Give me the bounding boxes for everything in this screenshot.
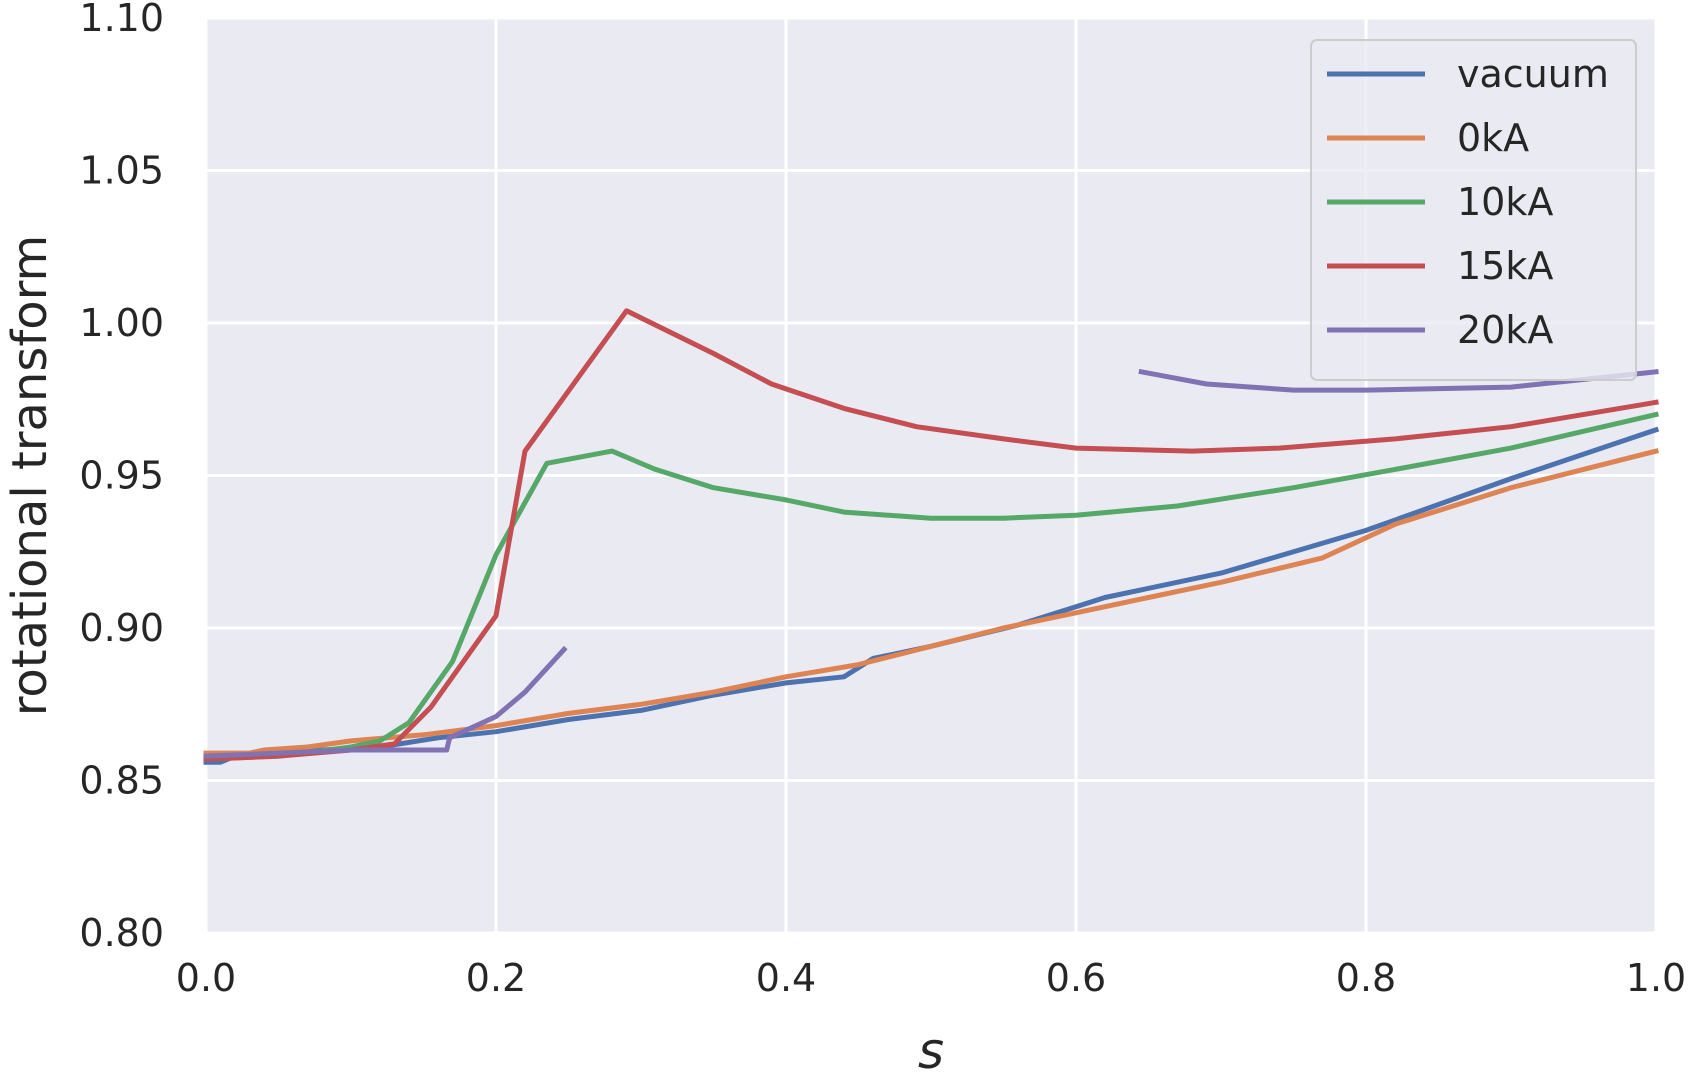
y-tick-label: 1.05 xyxy=(79,149,164,193)
x-tick-label: 0.0 xyxy=(176,956,236,1000)
series-15kA xyxy=(203,308,1659,762)
y-tick-label: 0.90 xyxy=(79,606,164,650)
y-tick-label: 0.95 xyxy=(79,454,164,498)
y-axis-ticks: 0.80 0.85 0.90 0.95 1.00 1.05 1.10 xyxy=(79,0,164,955)
y-axis-label: rotational transform xyxy=(2,235,58,717)
y-tick-label: 1.00 xyxy=(79,301,164,345)
x-axis-label: s xyxy=(918,1022,944,1078)
series-20kA xyxy=(203,368,1659,759)
series-line-20kA xyxy=(1138,368,1659,393)
series-line-0kA xyxy=(203,448,1660,756)
y-tick-label: 1.10 xyxy=(79,0,164,40)
series-10kA xyxy=(203,411,1659,762)
series-line-20kA xyxy=(203,645,568,759)
series-layer xyxy=(203,308,1660,765)
legend-box xyxy=(1310,39,1637,381)
legend-label-10kA: 10kA xyxy=(1457,180,1553,224)
series-line-15kA xyxy=(203,308,1659,762)
x-tick-label: 0.8 xyxy=(1336,956,1396,1000)
y-tick-label: 0.85 xyxy=(79,759,164,803)
legend-label-0kA: 0kA xyxy=(1457,116,1529,160)
y-tick-label: 0.80 xyxy=(79,911,164,955)
legend: vacuum 0kA 10kA 15kA 20kA xyxy=(1310,39,1637,381)
series-0kA xyxy=(203,448,1660,756)
x-tick-label: 1.0 xyxy=(1626,956,1686,1000)
series-line-10kA xyxy=(203,411,1659,762)
x-axis-ticks: 0.0 0.2 0.4 0.6 0.8 1.0 xyxy=(176,956,1686,1000)
legend-label-20kA: 20kA xyxy=(1457,308,1553,352)
x-tick-label: 0.4 xyxy=(756,956,816,1000)
x-tick-label: 0.2 xyxy=(466,956,526,1000)
x-tick-label: 0.6 xyxy=(1046,956,1106,1000)
legend-label-vacuum: vacuum xyxy=(1457,52,1609,96)
legend-label-15kA: 15kA xyxy=(1457,244,1553,288)
